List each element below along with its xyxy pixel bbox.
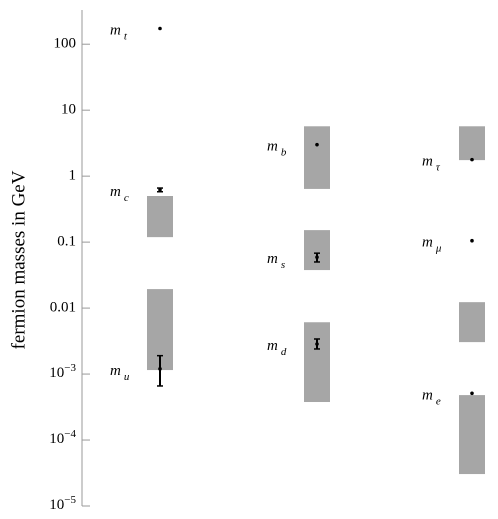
label-subscript: c <box>124 191 129 203</box>
label-subscript: b <box>281 146 287 158</box>
y-tick-label: 10−3 <box>49 362 76 382</box>
label-symbol: m <box>110 184 121 200</box>
label-subscript: μ <box>435 242 442 254</box>
label-subscript: e <box>436 395 441 407</box>
label-subscript: u <box>124 370 130 382</box>
y-tick-base: 10 <box>49 497 64 513</box>
range-box <box>304 126 330 189</box>
label-symbol: m <box>422 154 433 170</box>
y-tick-label: 10−5 <box>49 494 76 514</box>
range-box <box>459 302 485 343</box>
range-box <box>459 126 485 161</box>
label-symbol: m <box>422 235 433 251</box>
label-symbol: m <box>267 338 278 354</box>
y-axis-label: fermion masses in GeV <box>8 170 29 349</box>
point <box>315 255 319 260</box>
y-tick-label: 10−4 <box>49 428 76 448</box>
label-subscript: t <box>124 30 128 42</box>
y-tick-exponent: −3 <box>64 362 76 374</box>
point <box>158 188 162 192</box>
label-symbol: m <box>110 23 121 39</box>
label-symbol: m <box>267 139 278 155</box>
y-tick-exponent: −5 <box>64 494 76 506</box>
y-tick-exponent: −4 <box>64 428 76 440</box>
point <box>158 26 162 31</box>
y-tick-label: 100 <box>54 36 77 52</box>
label-subscript: d <box>281 346 287 358</box>
y-tick-base: 10 <box>49 431 64 447</box>
point <box>470 157 474 162</box>
range-box <box>304 230 330 271</box>
label-subscript: τ <box>436 161 441 173</box>
label-subscript: s <box>281 259 285 271</box>
label-symbol: m <box>422 388 433 404</box>
point <box>470 238 474 243</box>
y-tick-base: 10 <box>49 365 64 381</box>
point <box>158 367 162 371</box>
point <box>315 142 319 147</box>
label-symbol: m <box>267 252 278 268</box>
y-tick-label: 0.01 <box>50 300 76 316</box>
range-box <box>459 395 485 475</box>
range-box <box>147 196 173 238</box>
range-box <box>304 322 330 403</box>
y-tick-label: 10 <box>61 102 76 118</box>
y-tick-label: 1 <box>69 168 77 184</box>
y-tick-label: 0.1 <box>57 234 76 250</box>
point <box>315 342 319 346</box>
label-symbol: m <box>110 363 121 379</box>
point <box>470 391 474 396</box>
